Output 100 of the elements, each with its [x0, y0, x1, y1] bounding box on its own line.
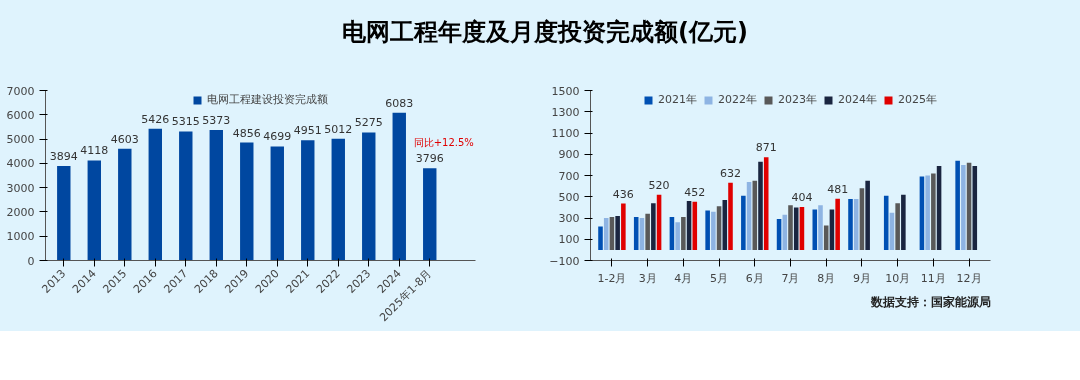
- data-label: 481: [827, 182, 849, 196]
- data-label: 5275: [354, 116, 383, 130]
- bar: [818, 205, 823, 250]
- bar: [848, 198, 853, 250]
- y-tick-label: 5000: [6, 133, 35, 147]
- bar: [823, 225, 829, 250]
- y-tick-label: 7000: [6, 84, 35, 98]
- bar: [853, 198, 859, 250]
- bar: [179, 131, 193, 261]
- legend-label: 2021年: [658, 92, 697, 107]
- bar: [392, 112, 406, 261]
- y-tick-label: 1100: [551, 127, 580, 140]
- data-label: 4856: [232, 126, 261, 140]
- bar: [788, 205, 793, 250]
- x-tick-label: 8月: [817, 271, 836, 285]
- data-label: 3894: [49, 149, 78, 163]
- x-tick-label: 4月: [674, 271, 693, 285]
- y-tick-label: 100: [558, 233, 580, 247]
- legend-label: 2023年: [778, 92, 817, 107]
- y-tick-label: 1500: [551, 84, 580, 98]
- x-tick-label: 11月: [920, 271, 946, 285]
- bar: [603, 218, 609, 250]
- x-tick-label: 10月: [885, 271, 911, 285]
- bar: [705, 210, 710, 250]
- bar: [621, 203, 626, 250]
- bar: [711, 211, 716, 250]
- bar: [57, 165, 71, 261]
- x-tick-label: 3月: [638, 271, 657, 285]
- bar: [681, 216, 686, 250]
- annotation: 同比+12.5%: [413, 137, 474, 149]
- data-label: 4951: [293, 124, 322, 138]
- data-label: 6083: [385, 96, 414, 110]
- data-label: 5373: [202, 114, 231, 128]
- bar: [651, 203, 656, 250]
- bar: [209, 130, 223, 261]
- bar: [931, 173, 936, 250]
- y-tick-label: 1000: [6, 230, 35, 244]
- x-tick-label: 7月: [781, 271, 800, 285]
- text: 电网工程年度及月度投资完成额(亿元): [342, 17, 748, 48]
- bar: [728, 182, 733, 250]
- bar: [598, 226, 603, 250]
- x-tick-label: 12月: [956, 271, 982, 285]
- bar: [793, 207, 799, 250]
- data-label: 404: [791, 190, 813, 204]
- bar: [331, 138, 345, 261]
- x-tick-label: 1-2月: [597, 271, 627, 285]
- x-tick-label: 5月: [710, 271, 729, 285]
- bar: [883, 195, 889, 250]
- bar: [758, 161, 763, 250]
- data-label: 5426: [141, 112, 170, 126]
- bar: [741, 195, 746, 250]
- data-label: 436: [612, 187, 634, 201]
- bar: [362, 132, 376, 261]
- y-tick-label: 2000: [6, 205, 35, 219]
- bar: [118, 148, 132, 261]
- y-tick-label: 4000: [6, 157, 35, 171]
- y-tick-label: 6000: [6, 108, 35, 122]
- y-tick-label: 3000: [6, 181, 35, 195]
- bar: [895, 203, 900, 250]
- data-label: 520: [648, 178, 670, 192]
- bar: [763, 157, 769, 250]
- bar: [87, 160, 101, 261]
- bar: [633, 216, 639, 250]
- legend-label: 2024年: [838, 92, 877, 107]
- y-tick-label: 500: [558, 190, 580, 204]
- y-tick-label: 0: [27, 254, 35, 268]
- data-label: 5012: [324, 122, 353, 136]
- x-tick-label: 9月: [852, 271, 871, 285]
- bar: [901, 194, 906, 250]
- data-label: 3796: [415, 152, 444, 166]
- data-label: 871: [755, 141, 777, 155]
- data-label: 5315: [171, 115, 200, 129]
- legend-label: 电网工程建设投资完成额: [207, 92, 328, 107]
- bar: [615, 215, 620, 250]
- bar: [270, 146, 284, 261]
- x-tick-label: 6月: [745, 271, 764, 285]
- legend-label: 2025年: [898, 92, 937, 107]
- bar: [645, 213, 650, 250]
- y-tick-label: 1300: [551, 105, 580, 119]
- data-label: 4603: [110, 132, 139, 146]
- bar: [835, 198, 840, 250]
- legend-label: 2022年: [718, 92, 757, 107]
- y-tick-label: −100: [549, 254, 580, 268]
- bar: [423, 168, 437, 261]
- y-tick-label: 300: [558, 212, 580, 225]
- y-tick-label: 900: [558, 148, 580, 162]
- text: 数据支持：国家能源局: [869, 294, 991, 309]
- bar: [955, 160, 960, 250]
- bar: [925, 175, 930, 250]
- bar: [675, 222, 680, 250]
- bar: [148, 128, 162, 261]
- bar: [865, 180, 870, 250]
- data-label: 4118: [80, 144, 109, 158]
- bar: [301, 140, 315, 261]
- data-label: 632: [720, 166, 741, 180]
- data-label: 452: [684, 185, 706, 199]
- y-tick-label: 700: [558, 169, 580, 183]
- bar: [961, 164, 966, 250]
- bar: [240, 142, 254, 261]
- data-label: 4699: [263, 130, 292, 144]
